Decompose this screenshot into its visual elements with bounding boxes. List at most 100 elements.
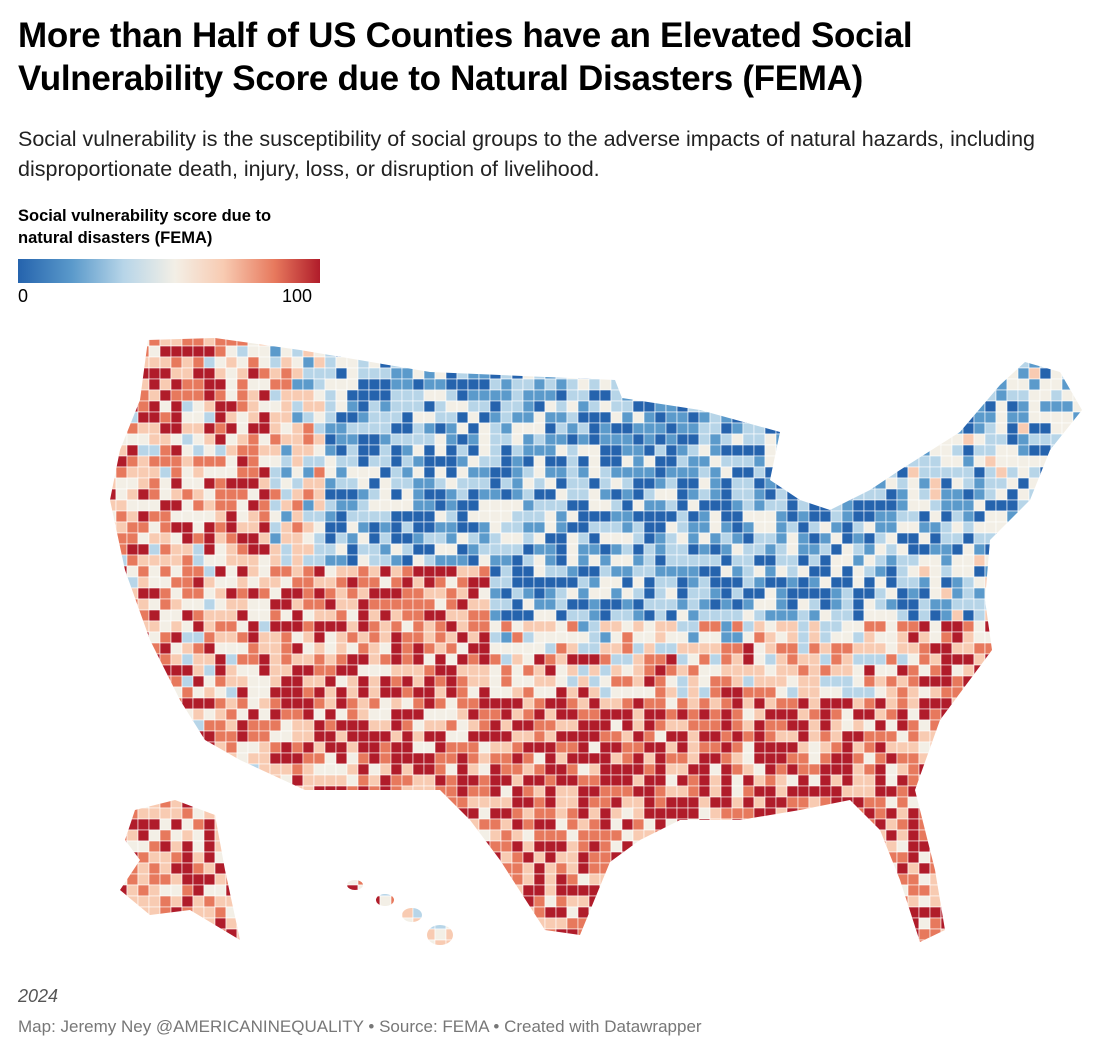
county-cell <box>610 587 623 600</box>
county-cell <box>896 455 909 468</box>
county-cell <box>225 752 238 765</box>
county-cell <box>940 873 953 886</box>
county-cell <box>522 609 535 622</box>
county-cell <box>973 895 986 908</box>
county-cell <box>192 499 205 512</box>
county-cell <box>110 532 117 545</box>
county-cell <box>863 565 876 578</box>
county-cell <box>830 851 843 864</box>
county-cell <box>214 796 227 809</box>
county-cell <box>1084 731 1095 742</box>
county-cell <box>599 466 612 479</box>
county-cell <box>401 587 414 600</box>
county-cell <box>368 774 381 787</box>
county-cell <box>962 411 975 424</box>
county-cell <box>533 455 546 468</box>
county-cell <box>709 917 722 930</box>
county-cell <box>885 785 898 798</box>
county-cell <box>918 338 931 347</box>
county-cell <box>654 653 667 666</box>
county-cell <box>610 466 623 479</box>
county-cell <box>632 807 645 820</box>
county-cell <box>896 422 909 435</box>
county-cell <box>181 488 194 501</box>
county-cell <box>280 338 293 347</box>
county-cell <box>1006 708 1019 721</box>
county-cell <box>1028 785 1041 798</box>
county-cell <box>110 455 117 468</box>
county-cell <box>1072 433 1082 446</box>
county-cell <box>379 928 392 941</box>
county-cell <box>753 587 766 600</box>
county-cell <box>929 554 942 567</box>
county-cell <box>192 488 205 501</box>
county-cell <box>346 543 359 556</box>
county-cell <box>280 719 293 732</box>
county-cell <box>984 477 997 490</box>
county-cell <box>566 631 579 644</box>
county-cell <box>258 565 271 578</box>
county-cell <box>984 499 997 512</box>
county-cell <box>478 444 491 457</box>
county-cell <box>643 345 656 358</box>
county-cell <box>555 598 568 611</box>
county-cell <box>786 840 799 853</box>
county-cell <box>588 763 601 776</box>
county-cell <box>984 862 997 875</box>
county-cell <box>390 851 403 864</box>
county-cell <box>401 741 414 754</box>
county-cell <box>698 818 711 831</box>
county-cell <box>148 576 161 589</box>
county-cell <box>555 400 568 413</box>
county-cell <box>929 466 942 479</box>
county-cell <box>324 444 337 457</box>
county-cell <box>456 708 469 721</box>
county-cell <box>698 697 711 710</box>
county-cell <box>1084 797 1095 808</box>
county-cell <box>918 807 931 820</box>
county-cell <box>632 917 645 930</box>
county-cell <box>258 774 271 787</box>
county-cell <box>126 488 139 501</box>
county-cell <box>995 873 1008 886</box>
county-cell <box>522 928 535 941</box>
county-cell <box>137 422 150 435</box>
county-cell <box>456 345 469 358</box>
county-cell <box>445 422 458 435</box>
county-cell <box>676 664 689 677</box>
county-cell <box>643 785 656 798</box>
county-cell <box>973 873 986 886</box>
county-cell <box>1061 895 1074 908</box>
county-cell <box>401 862 414 875</box>
county-cell <box>907 829 920 842</box>
county-cell <box>1050 576 1063 589</box>
county-cell <box>786 609 799 622</box>
county-cell <box>830 455 843 468</box>
county-cell <box>379 895 392 908</box>
county-cell <box>313 807 326 820</box>
county-cell <box>1017 884 1030 897</box>
county-cell <box>720 708 733 721</box>
county-cell <box>115 840 128 853</box>
county-cell <box>423 356 436 369</box>
county-cell <box>951 917 964 930</box>
county-cell <box>511 400 524 413</box>
county-cell <box>786 686 799 699</box>
county-cell <box>610 752 623 765</box>
county-cell <box>973 796 986 809</box>
county-cell <box>434 543 447 556</box>
county-cell <box>577 840 590 853</box>
county-cell <box>313 554 326 567</box>
county-cell <box>313 521 326 534</box>
county-cell <box>1006 807 1019 820</box>
county-cell <box>940 466 953 479</box>
county-cell <box>808 521 821 534</box>
county-cell <box>753 917 766 930</box>
county-cell <box>742 697 755 710</box>
county-cell <box>110 873 117 886</box>
county-cell <box>192 895 205 908</box>
county-cell <box>280 521 293 534</box>
county-cell <box>984 895 997 908</box>
county-cell <box>830 543 843 556</box>
county-cell <box>852 675 865 688</box>
